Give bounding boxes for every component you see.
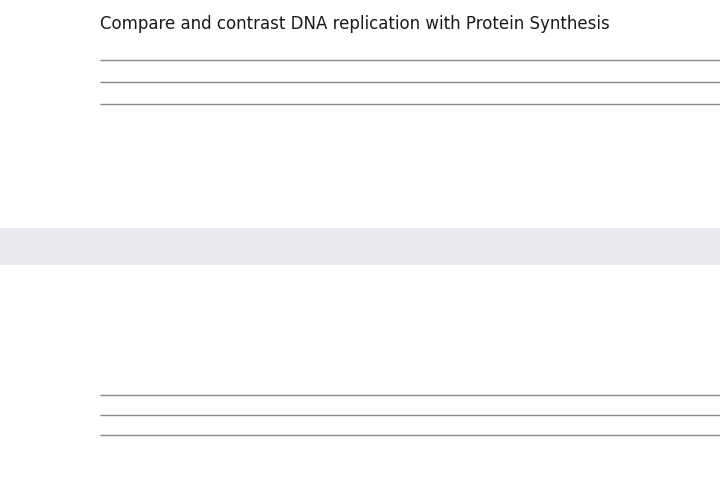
Text: Compare and contrast DNA replication with Protein Synthesis: Compare and contrast DNA replication wit…: [100, 15, 610, 33]
Bar: [0, 228, 720, 265]
